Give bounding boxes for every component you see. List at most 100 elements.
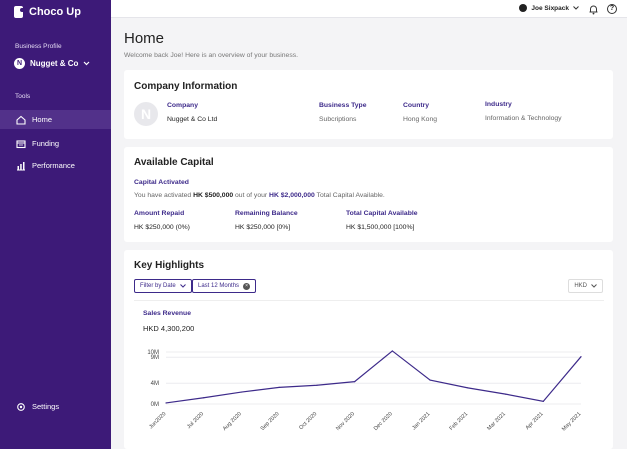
- x-tick-label: Nov 2020: [335, 411, 356, 432]
- sales-revenue-chart-card: Sales Revenue HKD 4,300,200 0M 4M 9M 10M Jun…: [134, 300, 604, 442]
- user-avatar: [519, 4, 528, 12]
- currency-label: HKD: [574, 283, 587, 289]
- chart-title: Sales Revenue: [143, 310, 191, 317]
- data-point[interactable]: [316, 384, 318, 386]
- user-name: Joe Sixpack: [531, 4, 569, 12]
- data-point[interactable]: [542, 400, 544, 402]
- business-type-value: Subcriptions: [319, 116, 357, 123]
- funding-icon: [16, 139, 26, 148]
- sidebar-item-label: Home: [32, 115, 53, 124]
- page-title: Home: [124, 30, 165, 47]
- currency-select[interactable]: HKD: [568, 279, 603, 293]
- card-title: Available Capital: [134, 157, 214, 168]
- capital-text-post: Total Capital Available.: [314, 192, 385, 199]
- x-tick-label: Oct 2020: [298, 411, 318, 431]
- data-point[interactable]: [391, 350, 393, 352]
- sidebar-item-label: Funding: [32, 139, 60, 148]
- y-tick-label: 9M: [151, 355, 159, 361]
- gear-icon: [17, 402, 25, 411]
- data-point[interactable]: [165, 402, 167, 404]
- help-icon[interactable]: ?: [607, 4, 617, 14]
- business-avatar: N: [14, 58, 25, 69]
- chevron-down-icon: [591, 284, 597, 288]
- sidebar-item-label: Settings: [32, 402, 60, 411]
- amount-repaid-label: Amount Repaid: [134, 210, 185, 217]
- filter-by-date-button[interactable]: Filter by Date: [134, 279, 192, 293]
- x-tick-label: Sep 2020: [260, 411, 281, 432]
- data-point[interactable]: [203, 397, 205, 399]
- card-title: Company Information: [134, 81, 238, 92]
- chevron-down-icon: [84, 61, 90, 66]
- data-point[interactable]: [240, 391, 243, 393]
- page-subtitle: Welcome back Joe! Here is an overview of…: [124, 52, 299, 59]
- y-tick-label: 0M: [151, 402, 159, 408]
- data-point[interactable]: [278, 386, 280, 388]
- main-content: Joe Sixpack ? Home Welcome back Joe! Her…: [111, 0, 627, 449]
- sidebar: Choco Up Business Profile N Nugget & Co …: [0, 0, 111, 449]
- tools-label: Tools: [15, 93, 31, 100]
- remaining-balance-value: HK $250,000 [0%]: [235, 224, 291, 231]
- company-label: Company: [167, 102, 198, 109]
- total-capital-label: Total Capital Available: [346, 210, 418, 217]
- chevron-down-icon: [179, 284, 186, 288]
- x-tick-label: Jan 2021: [411, 411, 431, 431]
- chart-total: HKD 4,300,200: [143, 324, 195, 333]
- x-tick-label: Dec 2020: [373, 411, 394, 432]
- x-tick-label: Aug 2020: [222, 411, 243, 432]
- chevron-down-icon: [573, 6, 579, 10]
- home-icon: [16, 115, 26, 125]
- data-point[interactable]: [354, 381, 356, 383]
- data-point[interactable]: [467, 387, 469, 389]
- sidebar-item-performance[interactable]: Performance: [0, 156, 111, 175]
- app-name: Choco Up: [29, 6, 81, 18]
- x-tick-label: Feb 2021: [449, 411, 470, 432]
- x-tick-label: Jul 2020: [186, 411, 205, 430]
- industry-value: Information & Technology: [485, 115, 562, 122]
- business-profile-label: Business Profile: [15, 43, 62, 50]
- close-icon[interactable]: ×: [243, 282, 251, 290]
- capital-total-amount: HK $2,000,000: [269, 192, 315, 199]
- sales-revenue-line: [165, 350, 582, 404]
- period-chip[interactable]: Last 12 Months ×: [192, 279, 257, 293]
- remaining-balance-label: Remaining Balance: [235, 210, 298, 217]
- available-capital-card: Available Capital Capital Activated You …: [124, 147, 613, 242]
- filter-label: Filter by Date: [140, 283, 176, 289]
- capital-text-pre: You have activated: [134, 192, 194, 199]
- card-title: Key Highlights: [134, 260, 205, 271]
- x-tick-label: May 2021: [561, 411, 582, 432]
- period-label: Last 12 Months: [198, 283, 240, 289]
- data-point[interactable]: [580, 356, 582, 358]
- sidebar-item-settings[interactable]: Settings: [0, 397, 111, 416]
- sidebar-item-label: Performance: [32, 161, 75, 170]
- data-point[interactable]: [504, 393, 507, 395]
- sidebar-item-home[interactable]: Home: [0, 110, 111, 129]
- capital-activated-text: You have activated HK $500,000 out of yo…: [134, 192, 385, 199]
- capital-text-mid: out of your: [233, 192, 270, 199]
- business-type-label: Business Type: [319, 102, 367, 109]
- bell-icon[interactable]: [588, 4, 599, 15]
- user-menu[interactable]: Joe Sixpack: [519, 4, 579, 12]
- business-name: Nugget & Co: [30, 59, 79, 68]
- company-logo: N: [134, 102, 158, 126]
- key-highlights-card: Key Highlights Filter by Date Last 12 Mo…: [124, 250, 613, 449]
- app-logo[interactable]: Choco Up: [14, 6, 81, 18]
- sidebar-item-funding[interactable]: Funding: [0, 134, 111, 153]
- company-information-card: Company Information N Company Nugget & C…: [124, 70, 613, 139]
- total-capital-value: HK $1,500,000 [100%]: [346, 224, 415, 231]
- performance-icon: [17, 161, 25, 170]
- capital-activated-label: Capital Activated: [134, 179, 189, 186]
- x-tick-label: Mar 2021: [486, 411, 507, 432]
- choco-up-logo-icon: [14, 6, 25, 18]
- top-bar: Joe Sixpack ?: [111, 0, 627, 18]
- company-value: Nugget & Co Ltd: [167, 116, 218, 123]
- amount-repaid-value: HK $250,000 (0%): [134, 224, 190, 231]
- x-tick-label: Apr 2021: [525, 411, 545, 431]
- country-label: Country: [403, 102, 430, 109]
- y-tick-label: 10M: [147, 350, 159, 356]
- x-tick-label: Jun2020: [148, 411, 167, 430]
- industry-label: Industry: [485, 101, 512, 108]
- data-point[interactable]: [429, 379, 431, 381]
- capital-activated-amount: HK $500,000: [193, 192, 234, 199]
- business-profile-select[interactable]: N Nugget & Co: [14, 58, 90, 69]
